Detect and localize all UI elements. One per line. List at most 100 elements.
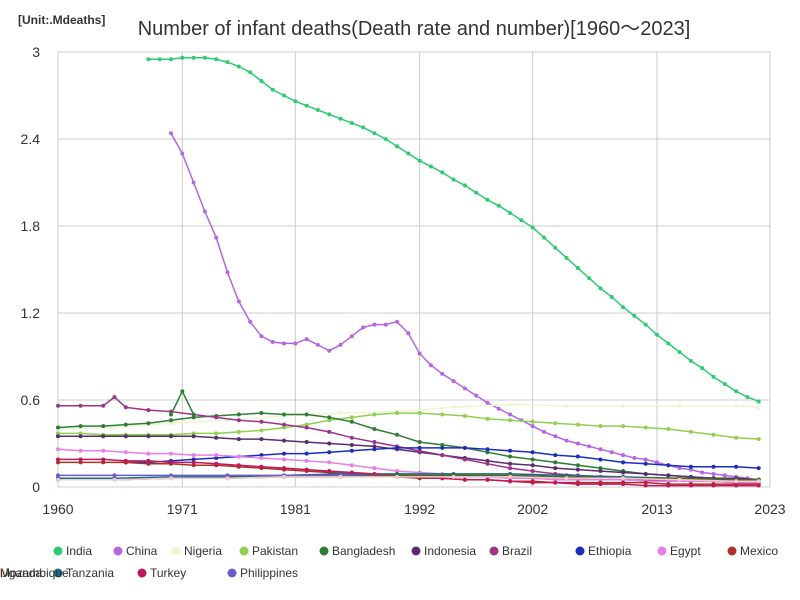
data-point [372, 427, 377, 431]
data-point [236, 299, 241, 304]
data-point [214, 415, 219, 420]
legend-item-bangladesh[interactable]: Bangladesh [319, 544, 396, 558]
data-point [304, 425, 309, 430]
data-point [508, 412, 513, 417]
legend-item-ethiopia[interactable]: Ethiopia [575, 544, 632, 558]
data-point [78, 460, 83, 465]
data-point [349, 419, 354, 424]
data-point [575, 454, 580, 459]
x-tick-label: 1992 [404, 501, 435, 517]
data-point [587, 276, 592, 281]
data-point [564, 438, 569, 443]
legend-item-egypt[interactable]: Egypt [657, 544, 702, 558]
legend-item-mozambique[interactable]: Mozambique [0, 566, 69, 580]
y-tick-label: 3 [32, 44, 40, 60]
data-point [56, 434, 60, 439]
data-point [643, 471, 648, 476]
data-point [56, 431, 60, 436]
data-point [169, 460, 174, 465]
series-nigeria [56, 402, 761, 431]
legend-item-pakistan[interactable]: Pakistan [239, 544, 299, 558]
data-point [169, 451, 174, 456]
legend-label: Indonesia [424, 544, 476, 558]
data-point [485, 197, 490, 202]
data-point [259, 464, 264, 469]
legend-item-mexico[interactable]: Mexico [727, 544, 779, 558]
data-point [259, 419, 264, 424]
data-point [417, 445, 422, 450]
data-point [383, 322, 388, 327]
data-point [564, 255, 569, 260]
data-point [327, 418, 332, 423]
y-tick-label: 1.2 [21, 305, 41, 321]
data-point [575, 441, 580, 446]
data-point [621, 470, 626, 475]
data-point [734, 435, 739, 440]
data-point [236, 64, 241, 69]
unit-label: [Unit:.Mdeaths] [18, 13, 105, 27]
data-point [146, 434, 151, 439]
data-point [756, 437, 761, 442]
legend-item-india[interactable]: India [53, 544, 93, 558]
data-point [349, 121, 354, 126]
data-point [440, 412, 445, 417]
data-point [112, 425, 117, 430]
data-point [101, 457, 106, 462]
data-point [485, 416, 490, 421]
data-point [711, 432, 716, 437]
legend-marker [489, 546, 499, 556]
series-line-brazil [58, 396, 759, 484]
legend-item-indonesia[interactable]: Indonesia [411, 544, 477, 558]
chart-title: Number of infant deaths(Death rate and n… [138, 18, 691, 40]
data-point [734, 483, 739, 488]
data-point [519, 218, 524, 223]
data-point [191, 180, 196, 185]
data-point [598, 457, 603, 462]
data-point [248, 319, 253, 324]
data-point [395, 432, 400, 437]
data-point [621, 482, 626, 487]
data-point [338, 411, 343, 416]
data-point [530, 419, 535, 424]
data-point [734, 479, 739, 484]
data-point [643, 480, 648, 485]
series-line-mozambique [58, 476, 759, 482]
legend-item-nigeria[interactable]: Nigeria [171, 544, 223, 558]
legend-marker [137, 568, 147, 578]
series-line-nigeria [57, 403, 759, 430]
data-point [214, 456, 219, 460]
data-point [688, 467, 693, 472]
data-point [564, 476, 569, 481]
legend: India China Nigeria Pakistan Bangladesh Indon… [0, 544, 778, 580]
data-point [666, 427, 671, 431]
data-point [395, 411, 400, 416]
data-point [756, 405, 761, 410]
data-point [78, 434, 83, 439]
data-point [383, 137, 388, 141]
data-point [123, 458, 128, 463]
legend-item-philippines[interactable]: Philippines [227, 566, 299, 580]
legend-item-china[interactable]: China [113, 544, 158, 558]
data-point [530, 480, 535, 485]
data-point [643, 322, 648, 327]
y-axis: 0 0.6 1.2 1.8 2.4 3 [21, 44, 41, 495]
legend-marker [319, 546, 329, 556]
data-point [349, 334, 354, 339]
data-point [327, 415, 332, 420]
data-point [225, 270, 230, 275]
legend-item-turkey[interactable]: Turkey [137, 566, 187, 580]
legend-label: Mozambique [0, 566, 69, 580]
data-point [508, 479, 513, 484]
data-point [711, 374, 716, 379]
data-point [349, 442, 354, 447]
data-point [722, 473, 727, 478]
legend-item-brazil[interactable]: Brazil [489, 544, 533, 558]
data-point [508, 474, 513, 479]
data-point [338, 116, 343, 121]
legend-item-tanzania[interactable]: Tanzania [53, 566, 115, 580]
data-point [259, 411, 264, 416]
legend-label: Pakistan [252, 544, 298, 558]
legend-marker [657, 546, 667, 556]
data-point [372, 447, 377, 452]
data-point [236, 454, 241, 459]
